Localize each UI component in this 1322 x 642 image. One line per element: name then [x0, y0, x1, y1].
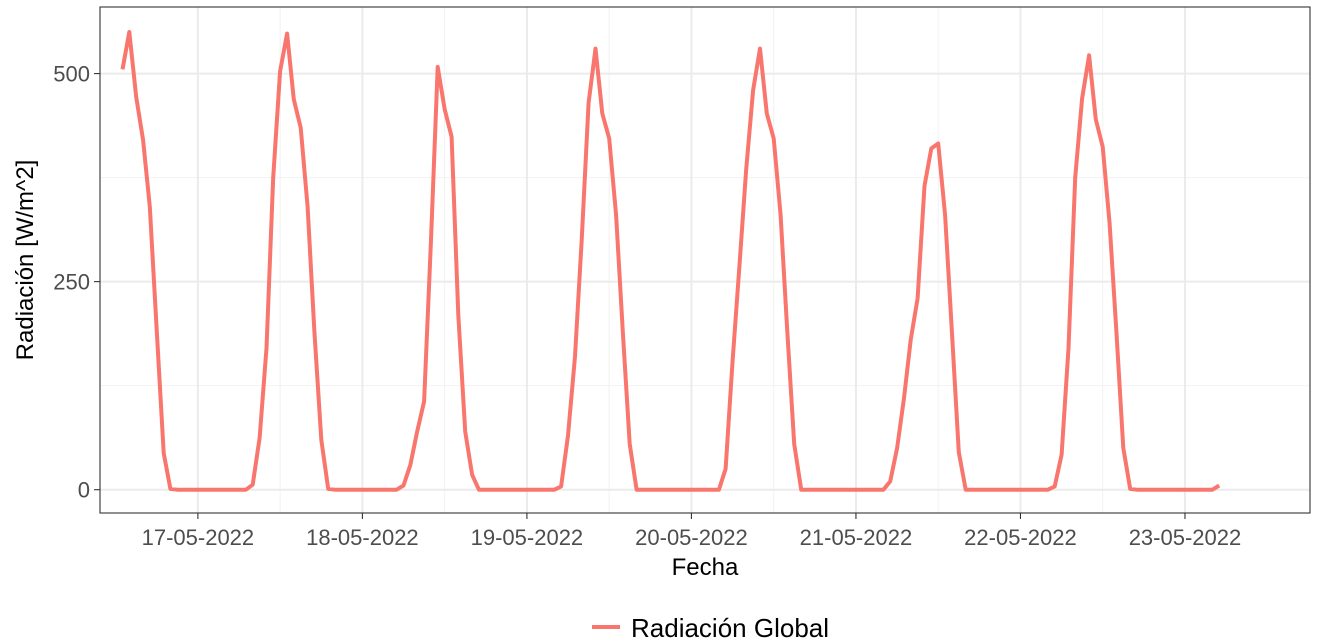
x-tick-label: 20-05-2022: [635, 525, 748, 550]
x-tick-label: 17-05-2022: [142, 525, 255, 550]
x-tick-label: 23-05-2022: [1129, 525, 1242, 550]
series-layer: [120, 30, 1221, 492]
y-tick-label: 250: [53, 270, 90, 295]
legend: Radiación Global: [592, 613, 829, 642]
x-tick-label: 19-05-2022: [471, 525, 584, 550]
series-line-0: [120, 30, 1221, 492]
x-axis: 17-05-2022 18-05-2022 19-05-2022 20-05-2022…: [142, 513, 1242, 550]
x-tick-label: 18-05-2022: [306, 525, 419, 550]
legend-label-radiacion-global: Radiación Global: [631, 613, 829, 642]
y-axis-title: Radiación [W/m^2]: [12, 160, 39, 361]
minor-gridlines: [100, 7, 1310, 513]
x-axis-title: Fecha: [672, 554, 739, 581]
y-tick-label: 500: [53, 62, 90, 87]
y-tick-label: 0: [78, 478, 90, 503]
x-tick-label: 22-05-2022: [964, 525, 1077, 550]
major-gridlines: [100, 7, 1310, 513]
x-tick-label: 21-05-2022: [800, 525, 913, 550]
y-axis: 0 250 500: [53, 62, 100, 503]
plot-panel-border: [99, 6, 1311, 514]
